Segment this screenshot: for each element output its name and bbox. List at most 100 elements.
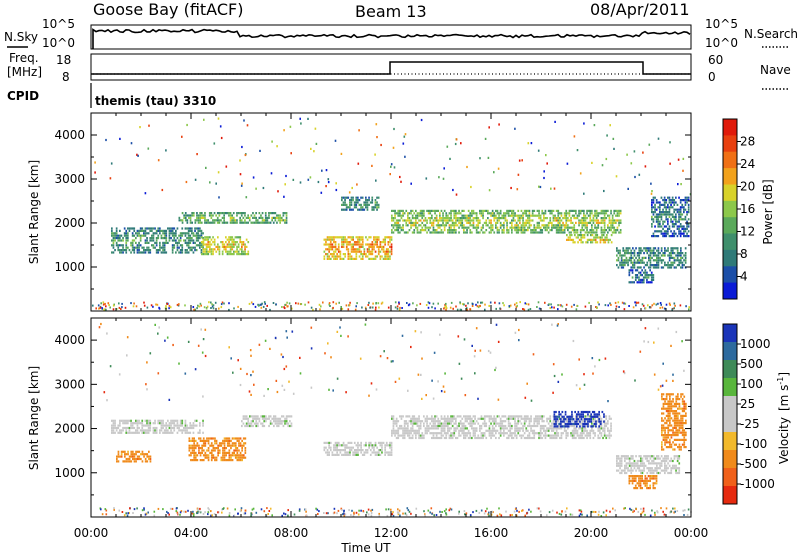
- noise-cell: [584, 305, 587, 308]
- echo-cell: [403, 231, 406, 234]
- echo-cell: [111, 244, 113, 247]
- echo-cell: [368, 248, 370, 251]
- echo-cell: [483, 209, 486, 212]
- echo-cell: [574, 422, 576, 426]
- echo-cell: [665, 208, 668, 211]
- echo-cell: [194, 241, 196, 244]
- echo-cell: [434, 219, 436, 222]
- echo-cell: [214, 437, 216, 440]
- echo-cell: [421, 229, 424, 232]
- echo-cell: [125, 229, 128, 232]
- echo-cell: [339, 257, 342, 260]
- echo-cell: [252, 420, 254, 423]
- echo-cell: [147, 431, 150, 434]
- echo-cell: [255, 216, 257, 219]
- echo-cell: [226, 245, 229, 248]
- echo-cell: [152, 234, 155, 237]
- echo-cell: [213, 248, 216, 251]
- echo-cell: [379, 245, 382, 248]
- echo-cell: [403, 436, 406, 440]
- echo-cell: [245, 216, 248, 219]
- echo-cell: [151, 234, 153, 237]
- echo-cell: [114, 249, 116, 252]
- echo-cell: [357, 201, 359, 204]
- echo-cell: [572, 422, 575, 426]
- echo-cell: [611, 221, 614, 224]
- noise-cell: [121, 302, 123, 305]
- echo-cell: [461, 429, 464, 432]
- scatter-cell: [165, 149, 167, 152]
- echo-cell: [394, 420, 396, 423]
- echo-cell: [671, 223, 674, 226]
- echo-cell: [554, 226, 556, 229]
- echo-cell: [605, 217, 608, 220]
- echo-cell: [675, 232, 677, 235]
- echo-cell: [117, 426, 120, 430]
- echo-cell: [167, 241, 169, 244]
- echo-cell: [562, 224, 564, 227]
- echo-cell: [680, 249, 682, 252]
- echo-cell: [191, 239, 193, 242]
- echo-cell: [209, 451, 211, 454]
- echo-cell: [202, 437, 205, 440]
- echo-cell: [464, 436, 467, 440]
- echo-cell: [495, 424, 497, 428]
- echo-cell: [586, 241, 589, 244]
- echo-cell: [640, 261, 642, 264]
- echo-cell: [628, 256, 631, 259]
- echo-cell: [217, 454, 219, 457]
- echo-cell: [578, 434, 580, 437]
- echo-cell: [633, 281, 635, 284]
- scatter-cell: [449, 157, 451, 160]
- echo-cell: [407, 415, 409, 418]
- echo-cell: [608, 434, 611, 437]
- noise-cell: [434, 307, 436, 310]
- echo-cell: [559, 231, 561, 234]
- echo-cell: [597, 224, 600, 227]
- echo-cell: [641, 274, 643, 277]
- echo-cell: [552, 434, 555, 437]
- echo-cell: [464, 415, 467, 418]
- scatter-cell: [605, 157, 608, 161]
- echo-cell: [483, 417, 486, 420]
- echo-cell: [577, 418, 580, 421]
- noise-cell: [484, 308, 486, 311]
- echo-cell: [447, 229, 449, 232]
- echo-cell: [619, 231, 622, 234]
- echo-cell: [276, 420, 278, 423]
- echo-cell: [395, 436, 398, 440]
- echo-cell: [358, 238, 361, 241]
- echo-cell: [163, 431, 166, 434]
- echo-cell: [616, 254, 618, 257]
- echo-cell: [681, 213, 684, 216]
- noise-cell: [124, 306, 127, 309]
- echo-cell: [434, 427, 436, 430]
- echo-cell: [679, 211, 682, 214]
- echo-cell: [595, 214, 598, 217]
- echo-cell: [149, 424, 152, 427]
- echo-cell: [366, 449, 369, 452]
- echo-cell: [670, 247, 673, 250]
- echo-cell: [628, 269, 631, 272]
- colorbar-segment: [723, 168, 737, 185]
- echo-cell: [195, 249, 198, 252]
- echo-cell: [179, 239, 182, 242]
- echo-cell: [440, 224, 443, 227]
- echo-cell: [268, 417, 270, 420]
- echo-cell: [605, 209, 608, 212]
- echo-cell: [568, 219, 571, 222]
- echo-cell: [498, 231, 500, 234]
- echo-cell: [384, 446, 386, 449]
- echo-cell: [157, 237, 160, 240]
- echo-cell: [528, 436, 531, 440]
- echo-cell: [116, 460, 118, 463]
- echo-cell: [533, 422, 536, 425]
- echo-cell: [390, 444, 393, 447]
- echo-cell: [371, 206, 374, 209]
- echo-cell: [395, 226, 398, 229]
- echo-cell: [331, 245, 334, 248]
- echo-cell: [206, 454, 208, 457]
- echo-cell: [591, 238, 594, 241]
- echo-cell: [146, 246, 148, 249]
- echo-cell: [285, 415, 288, 418]
